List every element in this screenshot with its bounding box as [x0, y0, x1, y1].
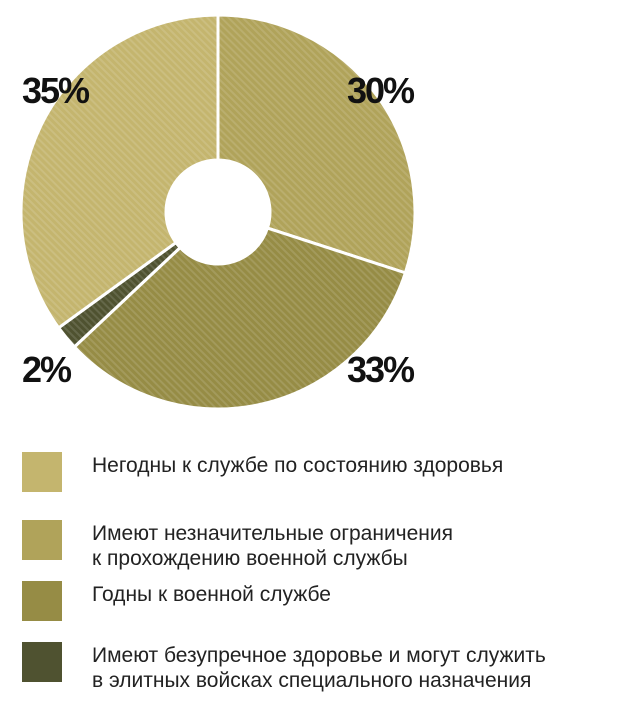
slice-fit [72, 226, 407, 411]
legend-swatch-minor-restrictions [22, 520, 62, 560]
legend-label-minor-restrictions: Имеют незначительные ограничения к прохо… [92, 522, 453, 570]
legend-item-fit: Годны к военной службе [22, 581, 592, 621]
legend-item-minor-restrictions: Имеют незначительные ограничения к прохо… [22, 520, 592, 571]
value-label-elite: 2% [22, 349, 72, 390]
value-labels-group: 35% 30% 33% 2% [22, 70, 417, 390]
slice-hatch-elite [58, 242, 181, 347]
legend-item-unfit: Негодны к службе по состоянию здоровья [22, 452, 592, 492]
value-label-minor-restrictions: 30% [347, 70, 415, 111]
slice-unfit [19, 13, 220, 330]
legend-swatch-unfit [22, 452, 62, 492]
slice-hatch-unfit [21, 15, 219, 328]
legend-label-elite: Имеют безупречное здоровье и могут служи… [92, 644, 546, 692]
legend-label-unfit: Негодны к службе по состоянию здоровья [92, 454, 504, 477]
donut-chart: 35% 30% 33% 2% [19, 13, 417, 411]
slice-hatch-fit [74, 228, 406, 410]
slice-minor-restrictions [216, 13, 417, 275]
slice-hatch-minor-restrictions [218, 15, 415, 273]
legend-swatch-elite [22, 642, 62, 682]
legend-item-elite: Имеют безупречное здоровье и могут служи… [22, 642, 592, 693]
legend-swatch-fit [22, 581, 62, 621]
slices-group [19, 13, 417, 411]
value-label-fit: 33% [347, 349, 415, 390]
value-label-unfit: 35% [22, 70, 90, 111]
legend-label-fit: Годны к военной службе [92, 583, 331, 606]
